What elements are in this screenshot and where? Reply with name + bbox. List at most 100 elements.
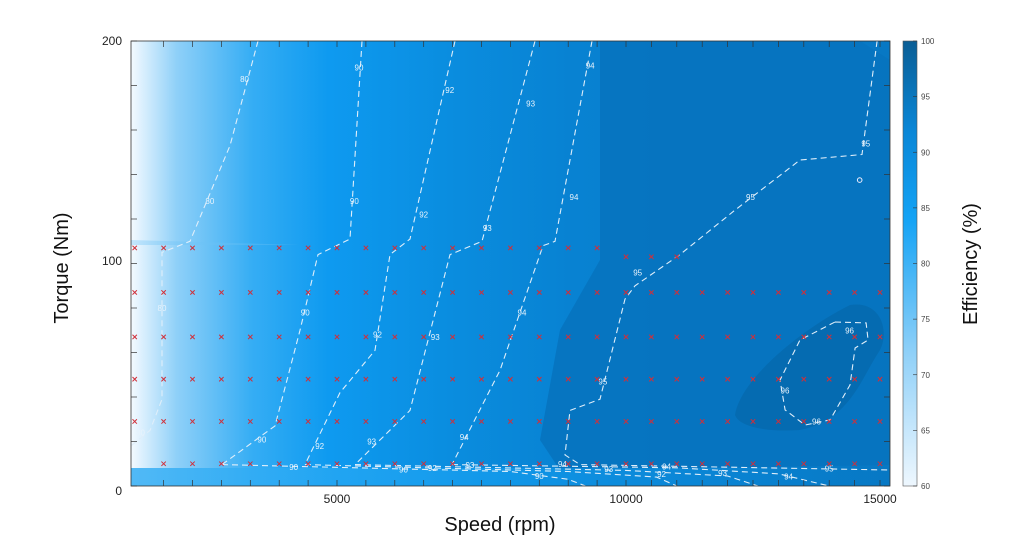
operating-point-marker <box>478 334 485 340</box>
marker-stroke <box>218 334 224 340</box>
marker-stroke <box>750 376 756 382</box>
marker-stroke <box>725 334 731 340</box>
contour-label: 92 <box>315 442 324 451</box>
operating-point-marker <box>478 289 485 295</box>
marker-stroke <box>247 461 253 467</box>
operating-point-marker <box>363 289 369 295</box>
marker-stroke <box>392 376 398 382</box>
marker-stroke <box>826 289 832 295</box>
marker-stroke <box>334 289 340 295</box>
marker-stroke <box>852 418 858 425</box>
marker-stroke <box>826 461 832 467</box>
marker-stroke <box>334 418 340 425</box>
operating-point-marker <box>189 461 196 467</box>
marker-stroke <box>161 418 167 425</box>
operating-point-marker <box>161 289 167 295</box>
marker-stroke <box>594 289 600 295</box>
marker-stroke <box>421 245 427 251</box>
operating-point-marker <box>218 376 224 382</box>
operating-point-marker <box>334 461 340 467</box>
marker-stroke <box>189 461 196 467</box>
operating-point-marker <box>725 461 731 467</box>
contour-label: 80 <box>158 304 167 313</box>
contour-label: 93 <box>483 224 492 233</box>
colorbar-tick-label: 70 <box>921 371 930 380</box>
marker-stroke <box>674 254 680 260</box>
operating-point-marker <box>478 245 485 251</box>
marker-stroke <box>801 376 807 382</box>
operating-point-marker <box>189 376 196 382</box>
marker-stroke <box>247 418 253 425</box>
marker-stroke <box>507 376 513 382</box>
operating-point-marker <box>648 289 654 295</box>
marker-stroke <box>392 245 398 251</box>
marker-stroke <box>565 334 571 340</box>
operating-point-marker <box>725 418 731 425</box>
operating-point-marker <box>276 334 282 340</box>
operating-point-marker <box>775 461 781 467</box>
operating-point-marker <box>750 418 756 425</box>
operating-point-marker <box>247 245 253 251</box>
operating-point-marker <box>392 418 398 425</box>
operating-point-marker <box>594 418 600 425</box>
marker-stroke <box>421 334 427 340</box>
marker-stroke <box>801 334 807 340</box>
operating-point-marker <box>623 376 629 382</box>
operating-point-marker <box>699 334 705 340</box>
marker-stroke <box>363 376 369 382</box>
operating-point-marker <box>801 418 807 425</box>
marker-stroke <box>189 245 196 251</box>
marker-stroke <box>725 376 731 382</box>
operating-point-marker <box>450 418 456 425</box>
operating-point-marker <box>507 245 513 251</box>
marker-stroke <box>594 418 600 425</box>
operating-point-marker <box>877 289 883 295</box>
operating-point-marker <box>450 376 456 382</box>
operating-point-marker <box>648 254 654 260</box>
marker-stroke <box>801 418 807 425</box>
operating-point-marker <box>363 418 369 425</box>
operating-point-marker <box>247 376 253 382</box>
contour-label: 80 <box>205 197 214 206</box>
marker-stroke <box>750 289 756 295</box>
marker-stroke <box>623 254 629 260</box>
operating-point-marker <box>392 334 398 340</box>
operating-point-marker <box>478 376 485 382</box>
contour-label: 95 <box>861 139 870 148</box>
marker-stroke <box>565 418 571 425</box>
marker-stroke <box>750 334 756 340</box>
colorbar-tick-label: 95 <box>921 93 930 102</box>
operating-point-marker <box>189 289 196 295</box>
contour-line-92 <box>304 464 678 486</box>
operating-point-marker <box>852 418 858 425</box>
operating-point-marker <box>826 461 832 467</box>
contour-label: 94 <box>784 473 793 482</box>
marker-stroke <box>363 461 369 467</box>
marker-stroke <box>594 245 600 251</box>
operating-point-marker <box>565 289 571 295</box>
contour-line-90 <box>221 464 586 486</box>
marker-stroke <box>565 376 571 382</box>
marker-stroke <box>877 289 883 295</box>
operating-point-marker <box>725 289 731 295</box>
marker-stroke <box>775 418 781 425</box>
marker-stroke <box>725 289 731 295</box>
marker-stroke <box>623 289 629 295</box>
marker-stroke <box>536 376 542 382</box>
operating-point-marker <box>363 334 369 340</box>
marker-stroke <box>852 334 858 340</box>
operating-point-marker <box>801 376 807 382</box>
operating-point-marker <box>305 376 311 382</box>
operating-point-marker <box>565 461 571 467</box>
operating-point-marker <box>276 289 282 295</box>
contour-label: 90 <box>355 64 364 73</box>
marker-stroke <box>363 289 369 295</box>
contour-label: 94 <box>518 308 527 317</box>
operating-point-marker <box>674 254 680 260</box>
operating-point-marker <box>132 376 138 382</box>
marker-stroke <box>334 461 340 467</box>
operating-point-marker <box>507 418 513 425</box>
operating-point-marker <box>648 418 654 425</box>
x-tick-label: 10000 <box>609 492 643 506</box>
marker-stroke <box>507 418 513 425</box>
